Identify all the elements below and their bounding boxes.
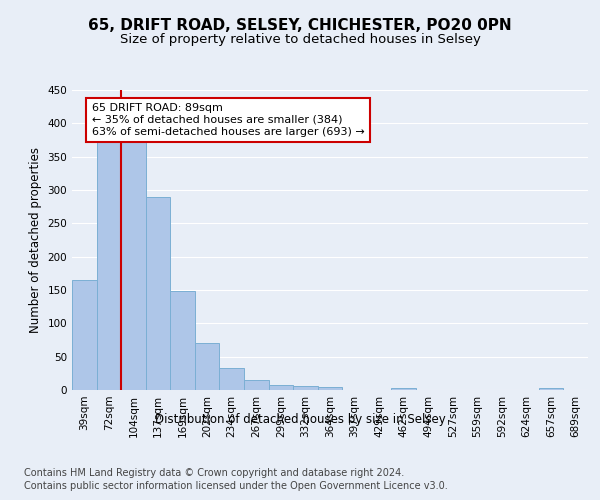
Bar <box>220 368 244 390</box>
Bar <box>391 388 416 390</box>
Bar <box>121 140 146 390</box>
Bar <box>170 292 195 390</box>
Y-axis label: Number of detached properties: Number of detached properties <box>29 147 42 333</box>
Bar <box>97 140 121 390</box>
Bar <box>539 388 563 390</box>
Text: 65, DRIFT ROAD, SELSEY, CHICHESTER, PO20 0PN: 65, DRIFT ROAD, SELSEY, CHICHESTER, PO20… <box>88 18 512 32</box>
Bar <box>293 386 318 390</box>
Text: Distribution of detached houses by size in Selsey: Distribution of detached houses by size … <box>155 412 445 426</box>
Text: Size of property relative to detached houses in Selsey: Size of property relative to detached ho… <box>119 32 481 46</box>
Bar <box>269 384 293 390</box>
Text: Contains HM Land Registry data © Crown copyright and database right 2024.: Contains HM Land Registry data © Crown c… <box>24 468 404 477</box>
Bar <box>146 196 170 390</box>
Bar <box>318 388 342 390</box>
Bar <box>244 380 269 390</box>
Bar <box>195 344 220 390</box>
Text: Contains public sector information licensed under the Open Government Licence v3: Contains public sector information licen… <box>24 481 448 491</box>
Text: 65 DRIFT ROAD: 89sqm
← 35% of detached houses are smaller (384)
63% of semi-deta: 65 DRIFT ROAD: 89sqm ← 35% of detached h… <box>92 104 364 136</box>
Bar <box>72 280 97 390</box>
